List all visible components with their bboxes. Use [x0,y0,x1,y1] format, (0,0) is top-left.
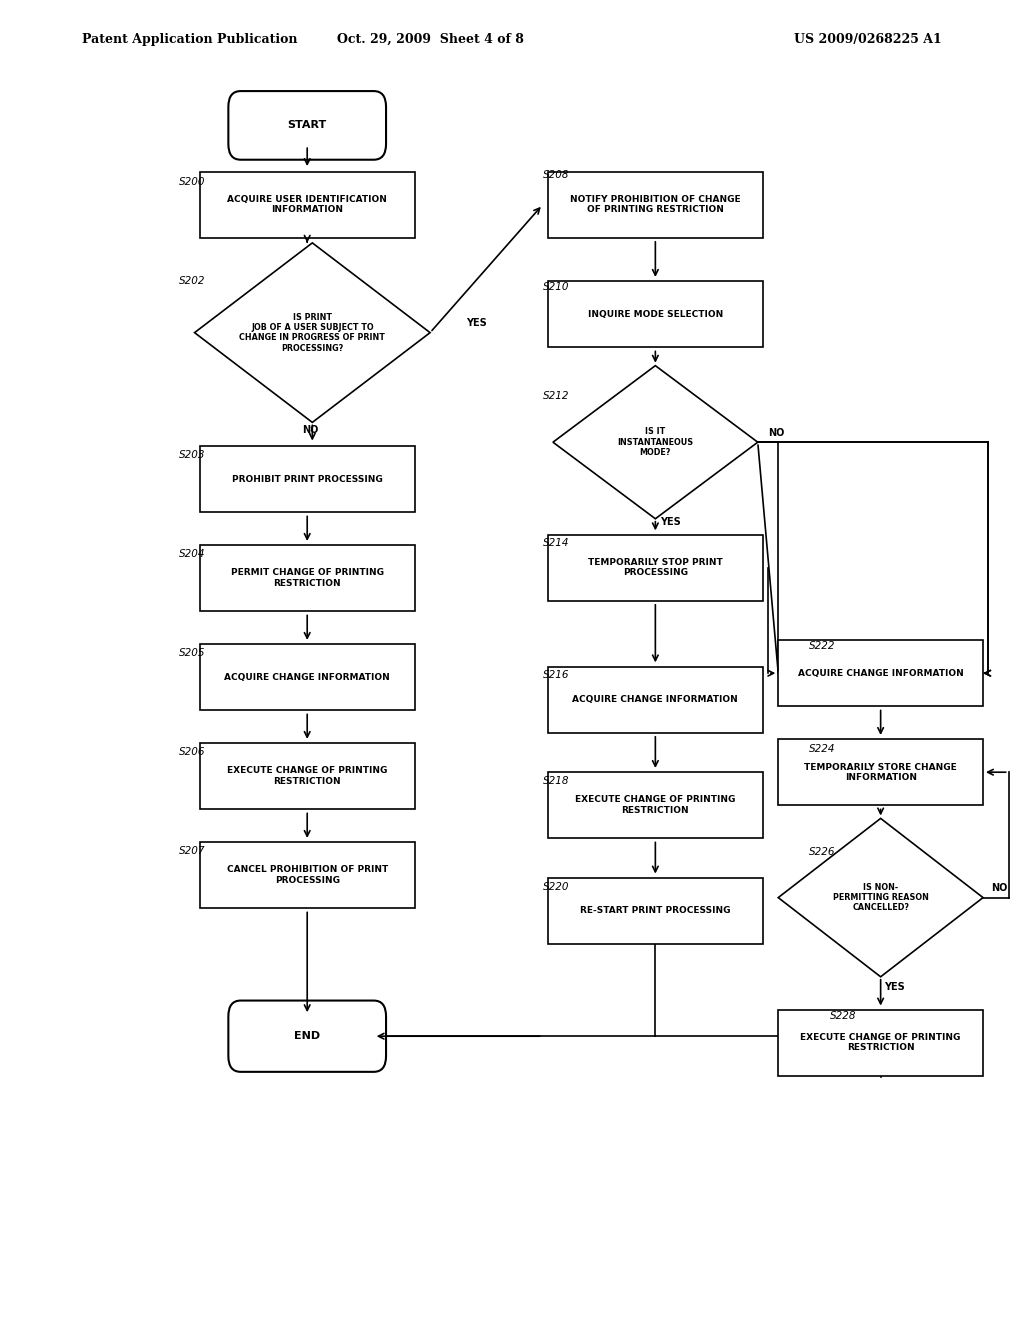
FancyBboxPatch shape [548,535,763,601]
Text: PERMIT CHANGE OF PRINTING
RESTRICTION: PERMIT CHANGE OF PRINTING RESTRICTION [230,569,384,587]
Text: S214: S214 [543,539,569,549]
Text: S212: S212 [543,391,569,401]
Text: EXECUTE CHANGE OF PRINTING
RESTRICTION: EXECUTE CHANGE OF PRINTING RESTRICTION [575,796,735,814]
Text: YES: YES [466,318,486,329]
Polygon shape [553,366,758,519]
Text: S200: S200 [179,177,206,187]
FancyBboxPatch shape [778,1010,983,1076]
FancyBboxPatch shape [778,739,983,805]
Text: ACQUIRE CHANGE INFORMATION: ACQUIRE CHANGE INFORMATION [798,669,964,677]
Text: S228: S228 [829,1011,856,1022]
Text: FIG. 4: FIG. 4 [261,99,353,127]
FancyBboxPatch shape [548,878,763,944]
Text: S226: S226 [809,847,836,858]
FancyBboxPatch shape [200,172,415,238]
Text: NO: NO [302,425,318,436]
Text: IS PRINT
JOB OF A USER SUBJECT TO
CHANGE IN PROGRESS OF PRINT
PROCESSING?: IS PRINT JOB OF A USER SUBJECT TO CHANGE… [240,313,385,352]
FancyBboxPatch shape [228,91,386,160]
Text: S222: S222 [809,642,836,652]
Text: YES: YES [884,982,904,993]
Text: ACQUIRE CHANGE INFORMATION: ACQUIRE CHANGE INFORMATION [224,673,390,681]
Text: RE-START PRINT PROCESSING: RE-START PRINT PROCESSING [581,907,730,915]
FancyBboxPatch shape [200,545,415,611]
Text: EXECUTE CHANGE OF PRINTING
RESTRICTION: EXECUTE CHANGE OF PRINTING RESTRICTION [227,767,387,785]
FancyBboxPatch shape [200,743,415,809]
Text: INQUIRE MODE SELECTION: INQUIRE MODE SELECTION [588,310,723,318]
Text: IS IT
INSTANTANEOUS
MODE?: IS IT INSTANTANEOUS MODE? [617,428,693,457]
Text: TEMPORARILY STOP PRINT
PROCESSING: TEMPORARILY STOP PRINT PROCESSING [588,558,723,577]
FancyBboxPatch shape [548,772,763,838]
Text: Oct. 29, 2009  Sheet 4 of 8: Oct. 29, 2009 Sheet 4 of 8 [337,33,523,46]
Polygon shape [195,243,430,422]
Text: START: START [288,120,327,131]
Polygon shape [778,818,983,977]
FancyBboxPatch shape [228,1001,386,1072]
Text: S208: S208 [543,170,569,181]
Text: ACQUIRE USER IDENTIFICATION
INFORMATION: ACQUIRE USER IDENTIFICATION INFORMATION [227,195,387,214]
Text: US 2009/0268225 A1: US 2009/0268225 A1 [795,33,942,46]
Text: S205: S205 [179,648,206,659]
Text: NO: NO [991,883,1008,894]
Text: S216: S216 [543,671,569,681]
FancyBboxPatch shape [200,644,415,710]
Text: Patent Application Publication: Patent Application Publication [82,33,297,46]
Text: ACQUIRE CHANGE INFORMATION: ACQUIRE CHANGE INFORMATION [572,696,738,704]
Text: CANCEL PROHIBITION OF PRINT
PROCESSING: CANCEL PROHIBITION OF PRINT PROCESSING [226,866,388,884]
Text: IS NON-
PERMITTING REASON
CANCELLED?: IS NON- PERMITTING REASON CANCELLED? [833,883,929,912]
Text: S218: S218 [543,776,569,787]
Text: S203: S203 [179,450,206,461]
FancyBboxPatch shape [200,842,415,908]
FancyBboxPatch shape [548,172,763,238]
Text: NO: NO [768,428,784,438]
Text: PROHIBIT PRINT PROCESSING: PROHIBIT PRINT PROCESSING [231,475,383,483]
Text: S202: S202 [179,276,206,286]
Text: S207: S207 [179,846,206,857]
Text: S204: S204 [179,549,206,560]
Text: TEMPORARILY STORE CHANGE
INFORMATION: TEMPORARILY STORE CHANGE INFORMATION [804,763,957,781]
FancyBboxPatch shape [200,446,415,512]
Text: S206: S206 [179,747,206,758]
FancyBboxPatch shape [548,667,763,733]
FancyBboxPatch shape [548,281,763,347]
Text: END: END [294,1031,321,1041]
Text: YES: YES [660,517,681,528]
Text: EXECUTE CHANGE OF PRINTING
RESTRICTION: EXECUTE CHANGE OF PRINTING RESTRICTION [801,1034,961,1052]
FancyBboxPatch shape [778,640,983,706]
Text: S220: S220 [543,882,569,892]
Text: S210: S210 [543,282,569,293]
Text: S224: S224 [809,744,836,755]
Text: NOTIFY PROHIBITION OF CHANGE
OF PRINTING RESTRICTION: NOTIFY PROHIBITION OF CHANGE OF PRINTING… [570,195,740,214]
